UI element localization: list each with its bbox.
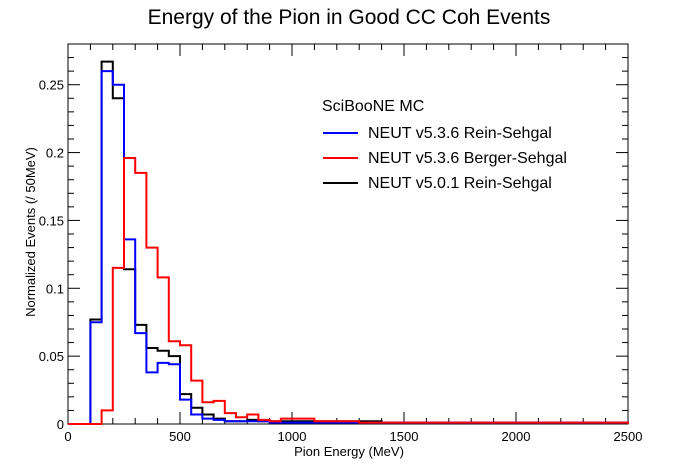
legend-label: NEUT v5.3.6 Berger-Sehgal [368,150,567,167]
y-tick-label: 0.2 [46,146,64,161]
x-tick-label: 2500 [614,429,643,444]
legend-label: NEUT v5.3.6 Rein-Sehgal [368,125,552,142]
x-axis-label: Pion Energy (MeV) [294,444,404,459]
series-group [68,60,629,425]
x-tick-labels: 0 500 1000 1500 2000 2500 [64,429,642,444]
y-tick-labels: 0 0.05 0.1 0.15 0.2 0.25 [39,78,64,432]
y-tick-label: 0.1 [46,281,64,296]
x-tick-label: 500 [169,429,191,444]
x-tick-label: 1000 [278,429,307,444]
legend: SciBooNE MC NEUT v5.3.6 Rein-Sehgal NEUT … [322,98,567,192]
legend-label: NEUT v5.0.1 Rein-Sehgal [368,175,552,192]
y-tick-label: 0.05 [39,349,64,364]
series-line [68,60,629,425]
chart-title: Energy of the Pion in Good CC Coh Events [148,6,551,29]
y-tick-label: 0 [57,417,64,432]
x-tick-label: 2000 [502,429,531,444]
legend-header: SciBooNE MC [322,98,424,115]
y-tick-label: 0.15 [39,213,64,228]
x-tick-label: 0 [64,429,71,444]
x-tick-label: 1500 [390,429,419,444]
series-line [68,157,629,425]
y-axis-label: Normalized Events (/ 50MeV) [23,147,38,317]
y-tick-label: 0.25 [39,78,64,93]
axis-ticks [67,43,629,425]
